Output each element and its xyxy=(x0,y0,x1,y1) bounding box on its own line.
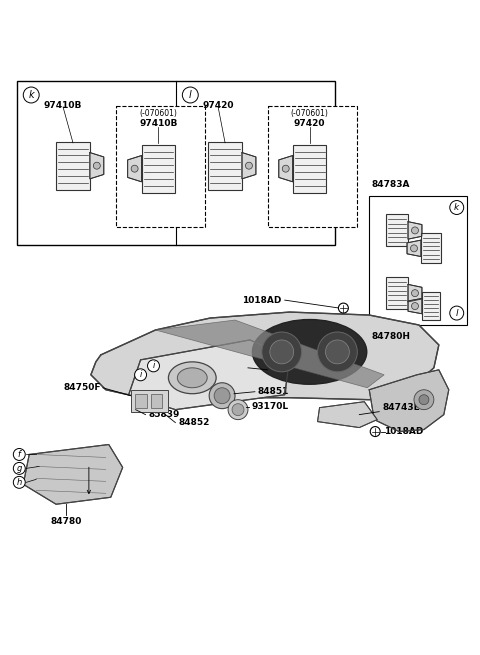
Bar xyxy=(142,145,175,193)
Text: 93170L: 93170L xyxy=(252,402,289,411)
Circle shape xyxy=(370,426,380,436)
Polygon shape xyxy=(369,370,449,432)
Circle shape xyxy=(209,383,235,409)
Bar xyxy=(422,292,440,320)
Circle shape xyxy=(147,360,159,372)
Circle shape xyxy=(450,200,464,214)
Circle shape xyxy=(262,332,301,372)
Text: 1018AD: 1018AD xyxy=(384,427,423,436)
Circle shape xyxy=(411,227,419,234)
Text: 84851: 84851 xyxy=(258,387,289,396)
Bar xyxy=(134,394,146,407)
Bar xyxy=(421,233,441,263)
Bar xyxy=(17,81,336,246)
Text: k: k xyxy=(28,90,34,100)
Polygon shape xyxy=(23,445,123,504)
Polygon shape xyxy=(156,320,384,388)
Polygon shape xyxy=(90,153,104,179)
Circle shape xyxy=(325,340,349,364)
Bar xyxy=(386,277,408,309)
Bar xyxy=(56,141,90,189)
Bar xyxy=(151,394,162,407)
Circle shape xyxy=(414,390,434,409)
Text: k: k xyxy=(454,203,459,212)
Text: 85839: 85839 xyxy=(148,410,180,419)
Circle shape xyxy=(270,340,294,364)
Text: 1018AD: 1018AD xyxy=(242,295,282,305)
Text: 97420: 97420 xyxy=(203,101,234,110)
Circle shape xyxy=(411,290,419,297)
Text: l: l xyxy=(456,309,458,318)
Text: 84780H: 84780H xyxy=(371,332,410,341)
Polygon shape xyxy=(408,221,422,239)
Bar xyxy=(116,106,205,227)
Bar xyxy=(268,106,357,227)
Text: g: g xyxy=(17,464,22,473)
Circle shape xyxy=(228,400,248,420)
Circle shape xyxy=(134,369,146,381)
Ellipse shape xyxy=(252,320,367,384)
Bar xyxy=(369,196,467,325)
Polygon shape xyxy=(318,402,377,428)
Circle shape xyxy=(338,303,348,313)
Circle shape xyxy=(419,395,429,405)
Ellipse shape xyxy=(168,362,216,394)
Circle shape xyxy=(23,87,39,103)
Polygon shape xyxy=(408,284,422,302)
Bar xyxy=(386,214,408,246)
Text: 97420: 97420 xyxy=(294,119,325,128)
Circle shape xyxy=(411,303,419,310)
Polygon shape xyxy=(242,153,256,179)
Circle shape xyxy=(131,165,138,172)
Circle shape xyxy=(245,162,252,169)
Polygon shape xyxy=(129,340,290,409)
Circle shape xyxy=(214,388,230,403)
Polygon shape xyxy=(128,155,142,182)
Circle shape xyxy=(410,245,418,252)
Bar xyxy=(208,141,242,189)
Bar xyxy=(293,145,326,193)
Text: 97410B: 97410B xyxy=(44,101,82,110)
Bar xyxy=(131,390,168,411)
Text: f: f xyxy=(18,450,21,459)
Text: 84780: 84780 xyxy=(50,517,82,526)
Circle shape xyxy=(318,332,357,372)
Ellipse shape xyxy=(178,368,207,388)
Text: l: l xyxy=(189,90,192,100)
Text: i: i xyxy=(152,362,155,370)
Text: 84783A: 84783A xyxy=(371,179,410,189)
Circle shape xyxy=(93,162,100,169)
Text: (-070601): (-070601) xyxy=(140,109,178,118)
Circle shape xyxy=(13,462,25,474)
Circle shape xyxy=(13,449,25,460)
Polygon shape xyxy=(279,155,293,182)
Text: h: h xyxy=(17,478,22,487)
Polygon shape xyxy=(407,240,421,257)
Circle shape xyxy=(182,87,198,103)
Text: i: i xyxy=(139,370,142,379)
Text: (-070601): (-070601) xyxy=(291,109,328,118)
Circle shape xyxy=(13,476,25,489)
Circle shape xyxy=(282,165,289,172)
Text: 97410B: 97410B xyxy=(139,119,178,128)
Text: 84852: 84852 xyxy=(179,418,210,427)
Text: 84831: 84831 xyxy=(272,365,303,374)
Circle shape xyxy=(450,306,464,320)
Polygon shape xyxy=(408,299,422,314)
Polygon shape xyxy=(91,312,439,400)
Text: 84750F: 84750F xyxy=(63,383,101,392)
Circle shape xyxy=(232,403,244,416)
Text: 84743E: 84743E xyxy=(382,403,420,412)
